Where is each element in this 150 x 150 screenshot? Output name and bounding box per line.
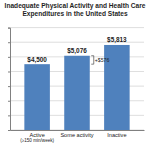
bars: [24, 45, 129, 130]
y-tick-mark: [8, 71, 10, 72]
y-tick-mark: [8, 57, 10, 58]
y-tick-mark: [8, 115, 10, 116]
grid-line: [10, 27, 144, 28]
bracket: [91, 56, 94, 64]
data-label: $5,076: [67, 47, 87, 55]
bar: [64, 56, 90, 130]
x-tick: Some activity: [60, 132, 93, 138]
chart: Inadequate Physical Activity and Health …: [0, 0, 150, 150]
y-tick: [8, 28, 10, 29]
y-tick: [8, 42, 10, 43]
y-tick-mark: [8, 86, 10, 87]
y-tick: [8, 71, 10, 72]
x-axis-line: [11, 130, 145, 131]
y-tick-mark: [8, 101, 10, 102]
y-tick: [8, 115, 10, 116]
y-tick: [8, 57, 10, 58]
x-tick-label: Inactive: [107, 132, 126, 138]
y-tick-mark: [8, 42, 10, 43]
annotation: +$576: [95, 57, 110, 63]
bar: [24, 64, 50, 130]
x-tick: Active(≥150 min/week): [20, 132, 54, 143]
data-label: $5,813: [107, 36, 127, 44]
y-tick: [8, 101, 10, 102]
x-tick-label: Some activity: [60, 132, 93, 138]
y-tick-mark: [8, 28, 10, 29]
y-tick: [8, 130, 10, 131]
title: Inadequate Physical Activity and Health …: [5, 2, 146, 18]
y-tick: [8, 86, 10, 87]
grid: [10, 28, 144, 130]
x-tick-label: Active(≥150 min/week): [20, 132, 54, 143]
y-axis: [8, 28, 11, 130]
x-axis: Active(≥150 min/week) Some activity Inacti…: [11, 131, 145, 144]
data-label: $4,500: [27, 56, 47, 64]
x-tick: Inactive: [107, 132, 126, 138]
y-tick-mark: [8, 130, 10, 131]
y-axis-line: [8, 28, 11, 130]
